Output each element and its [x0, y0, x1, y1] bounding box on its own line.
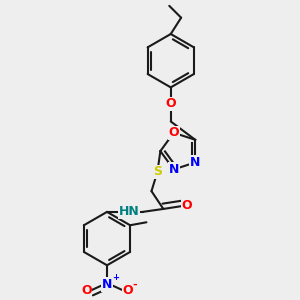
Text: O: O	[168, 126, 179, 139]
Text: -: -	[133, 280, 137, 290]
Text: O: O	[182, 200, 192, 212]
Text: N: N	[102, 278, 112, 291]
Text: N: N	[169, 163, 179, 176]
Text: HN: HN	[119, 206, 140, 218]
Text: O: O	[122, 284, 133, 297]
Text: S: S	[153, 165, 162, 178]
Text: O: O	[165, 97, 176, 110]
Text: N: N	[190, 156, 200, 169]
Text: +: +	[112, 272, 119, 281]
Text: O: O	[81, 284, 92, 297]
